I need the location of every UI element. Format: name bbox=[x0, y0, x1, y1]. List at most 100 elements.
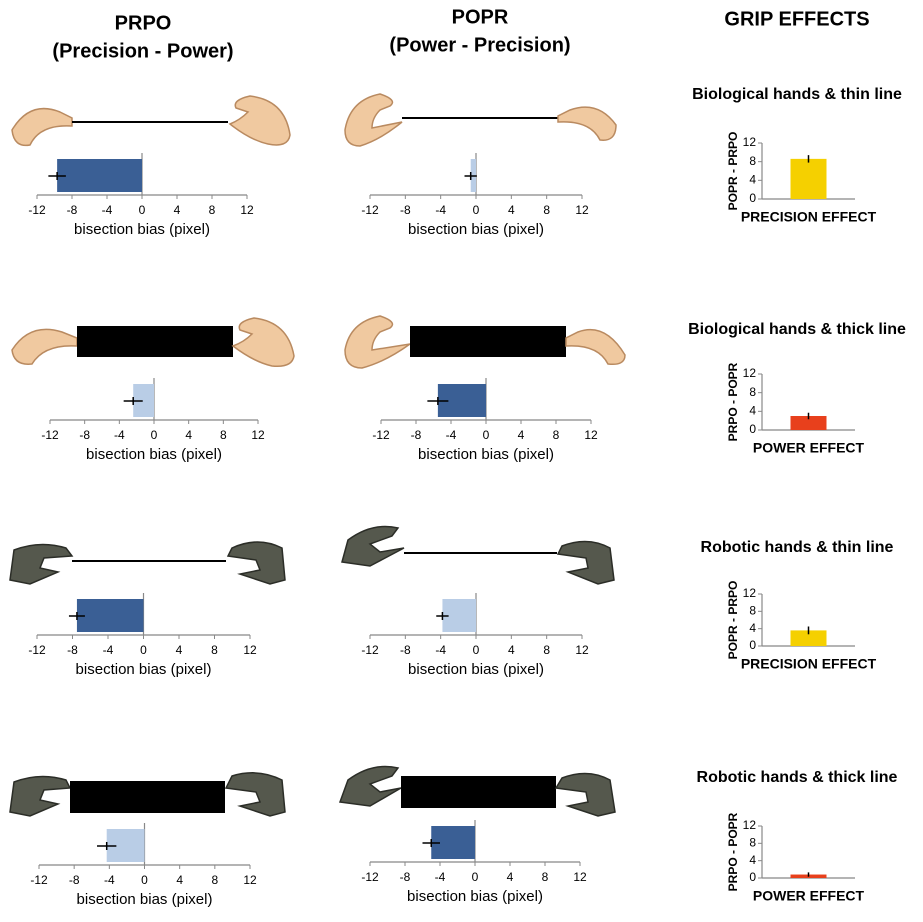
x-tick-label: 8 bbox=[209, 203, 216, 217]
bar bbox=[791, 159, 827, 199]
robot-hand bbox=[10, 544, 72, 584]
hand bbox=[345, 316, 410, 368]
thick-line-stimulus bbox=[70, 781, 225, 813]
y-axis-label: POPR - PRPO bbox=[726, 132, 740, 211]
x-tick-label: -4 bbox=[435, 203, 446, 217]
x-axis-label: POWER EFFECT bbox=[753, 888, 865, 904]
x-tick-label: 4 bbox=[508, 203, 515, 217]
x-tick-label: 8 bbox=[553, 428, 560, 442]
column-title: GRIP EFFECTS bbox=[724, 8, 869, 30]
x-tick-label: 4 bbox=[508, 643, 515, 657]
y-tick-label: 12 bbox=[743, 135, 757, 149]
x-tick-label: 4 bbox=[185, 428, 192, 442]
y-tick-label: 0 bbox=[749, 191, 756, 205]
x-tick-label: 12 bbox=[251, 428, 265, 442]
y-axis-label: PRPO - POPR bbox=[726, 812, 740, 891]
y-tick-label: 0 bbox=[749, 638, 756, 652]
y-tick-label: 4 bbox=[749, 173, 756, 187]
y-tick-label: 12 bbox=[743, 366, 757, 380]
x-tick-label: 0 bbox=[141, 873, 148, 887]
x-tick-label: 12 bbox=[243, 643, 257, 657]
x-axis-label: bisection bias (pixel) bbox=[77, 891, 213, 908]
x-tick-label: -4 bbox=[114, 428, 125, 442]
x-axis-label: bisection bias (pixel) bbox=[407, 888, 543, 905]
x-tick-label: -12 bbox=[28, 203, 46, 217]
hand bbox=[12, 109, 72, 146]
x-tick-label: 8 bbox=[542, 870, 549, 884]
x-tick-label: 4 bbox=[507, 870, 514, 884]
y-tick-label: 12 bbox=[743, 586, 757, 600]
x-tick-label: -12 bbox=[361, 643, 379, 657]
column-title: POPR bbox=[452, 6, 509, 28]
y-tick-label: 8 bbox=[749, 836, 756, 850]
bar bbox=[77, 599, 144, 632]
y-axis-label: PRPO - POPR bbox=[726, 362, 740, 441]
x-tick-label: 0 bbox=[483, 428, 490, 442]
x-axis-label: bisection bias (pixel) bbox=[408, 221, 544, 238]
panel-title: Robotic hands & thin line bbox=[701, 539, 894, 556]
x-tick-label: -4 bbox=[435, 870, 446, 884]
x-tick-label: 0 bbox=[140, 643, 147, 657]
x-tick-label: -12 bbox=[41, 428, 59, 442]
x-tick-label: -8 bbox=[69, 873, 80, 887]
column-subtitle: (Power - Precision) bbox=[389, 34, 570, 56]
x-tick-label: -12 bbox=[372, 428, 390, 442]
y-tick-label: 4 bbox=[749, 853, 756, 867]
y-axis-label: POPR - PRPO bbox=[726, 581, 740, 660]
thick-line-stimulus bbox=[401, 776, 556, 808]
y-tick-label: 4 bbox=[749, 621, 756, 635]
x-tick-label: -8 bbox=[400, 643, 411, 657]
hand bbox=[233, 318, 294, 366]
hand bbox=[345, 94, 402, 146]
x-tick-label: -12 bbox=[30, 873, 48, 887]
x-tick-label: -8 bbox=[400, 870, 411, 884]
x-tick-label: -4 bbox=[102, 203, 113, 217]
x-axis-label: PRECISION EFFECT bbox=[741, 209, 877, 225]
x-tick-label: 0 bbox=[472, 870, 479, 884]
x-tick-label: -8 bbox=[79, 428, 90, 442]
panel-title: Biological hands & thick line bbox=[688, 321, 906, 338]
hand bbox=[558, 107, 616, 140]
x-tick-label: -12 bbox=[361, 870, 379, 884]
x-tick-label: 0 bbox=[139, 203, 146, 217]
x-tick-label: 12 bbox=[573, 870, 587, 884]
x-tick-label: -8 bbox=[411, 428, 422, 442]
y-tick-label: 8 bbox=[749, 604, 756, 618]
x-tick-label: 8 bbox=[211, 873, 218, 887]
x-tick-label: -4 bbox=[104, 873, 115, 887]
x-tick-label: 12 bbox=[240, 203, 254, 217]
y-tick-label: 8 bbox=[749, 385, 756, 399]
hand bbox=[12, 329, 77, 364]
x-tick-label: 8 bbox=[543, 643, 550, 657]
x-tick-label: 4 bbox=[176, 873, 183, 887]
robot-hand bbox=[228, 542, 285, 584]
x-tick-label: -4 bbox=[435, 643, 446, 657]
x-tick-label: 0 bbox=[473, 643, 480, 657]
x-tick-label: 4 bbox=[176, 643, 183, 657]
x-tick-label: 8 bbox=[220, 428, 227, 442]
x-axis-label: PRECISION EFFECT bbox=[741, 656, 877, 672]
x-tick-label: -8 bbox=[400, 203, 411, 217]
x-tick-label: 8 bbox=[543, 203, 550, 217]
x-tick-label: 12 bbox=[243, 873, 257, 887]
x-axis-label: bisection bias (pixel) bbox=[418, 446, 554, 463]
x-tick-label: 0 bbox=[151, 428, 158, 442]
thick-line-stimulus bbox=[77, 326, 233, 357]
x-tick-label: 0 bbox=[473, 203, 480, 217]
figure: PRPO (Precision - Power) POPR (Power - P… bbox=[0, 0, 923, 922]
x-tick-label: 12 bbox=[575, 203, 589, 217]
bar bbox=[57, 159, 142, 192]
hand bbox=[566, 330, 625, 365]
column-title: PRPO bbox=[115, 12, 172, 34]
robot-hand bbox=[342, 527, 404, 567]
y-tick-label: 12 bbox=[743, 818, 757, 832]
x-tick-label: -12 bbox=[361, 203, 379, 217]
robot-hand bbox=[340, 767, 401, 807]
x-tick-label: -12 bbox=[28, 643, 46, 657]
column-subtitle: (Precision - Power) bbox=[52, 40, 233, 62]
x-tick-label: -8 bbox=[67, 203, 78, 217]
y-tick-label: 0 bbox=[749, 870, 756, 884]
hand bbox=[230, 96, 290, 145]
robot-hand bbox=[226, 773, 285, 816]
thick-line-stimulus bbox=[410, 326, 566, 357]
